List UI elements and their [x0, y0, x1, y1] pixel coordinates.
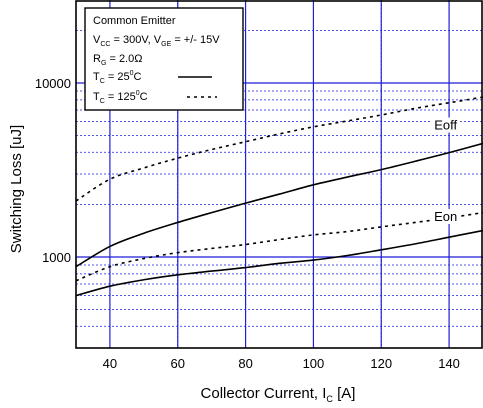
- series-line-eon-25c: [75, 229, 483, 297]
- series-layer: [75, 96, 483, 297]
- legend-line-5: TC = 1250C: [93, 90, 148, 105]
- x-tick-label: 40: [103, 356, 117, 371]
- legend: Common Emitter VCC = 300V, VGE = +/- 15V…: [84, 7, 244, 111]
- legend-box: [84, 7, 244, 111]
- series-label-eon: Eon: [434, 209, 457, 224]
- legend-line-3: RG = 2.0Ω: [93, 53, 142, 67]
- y-axis-title: Switching Loss [uJ]: [8, 125, 25, 253]
- x-axis-title: Collector Current, IC [A]: [201, 385, 356, 404]
- x-tick-label: 80: [238, 356, 252, 371]
- series-label-eoff: Eoff: [434, 118, 457, 133]
- legend-line-2: VCC = 300V, VGE = +/- 15V: [93, 34, 220, 48]
- x-tick-label: 100: [303, 356, 325, 371]
- legend-line-1: Common Emitter: [93, 15, 176, 27]
- x-tick-labels: 40 60 80 100 120 140: [103, 356, 460, 371]
- legend-line-4: TC = 250C: [93, 70, 141, 85]
- series-labels: Eoff Eon: [431, 117, 460, 225]
- series-line-eon-125c: [75, 211, 483, 282]
- x-tick-label: 60: [171, 356, 185, 371]
- x-tick-label: 140: [438, 356, 460, 371]
- x-tick-label: 120: [370, 356, 392, 371]
- plot-frame: [75, 0, 483, 349]
- series-line-eoff-25c: [75, 142, 483, 268]
- series-label-bg: [431, 209, 460, 225]
- series-label-bg: [431, 117, 460, 133]
- series-line-eoff-125c: [75, 96, 483, 202]
- y-tick-labels: 1000 10000: [35, 76, 71, 265]
- y-tick-label: 1000: [42, 250, 71, 265]
- y-tick-label: 10000: [35, 76, 71, 91]
